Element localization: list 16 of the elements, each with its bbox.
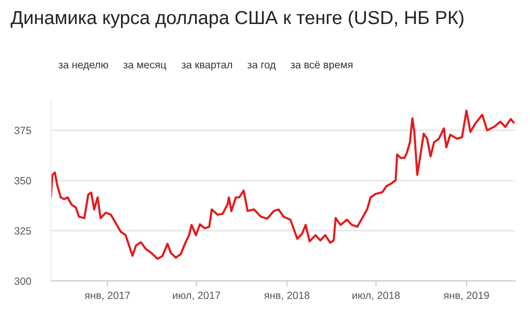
line-series bbox=[50, 110, 515, 260]
text: за неделю bbox=[58, 62, 108, 70]
text: за квартал bbox=[182, 62, 232, 70]
text: за год bbox=[247, 62, 276, 70]
text: за месяц bbox=[123, 62, 166, 70]
chart-title: Динамика курса доллара США к тенге (USD, НБ РК) bbox=[10, 10, 464, 28]
y-tick-label: 375 bbox=[14, 126, 31, 134]
y-tick-label: 325 bbox=[14, 227, 31, 235]
x-tick-label: янв, 2018 bbox=[264, 292, 310, 300]
y-tick-label: 300 bbox=[14, 277, 32, 285]
x-tick-label: июл, 2017 bbox=[172, 292, 220, 300]
y-tick-label: 350 bbox=[14, 177, 32, 184]
text: за всё время bbox=[290, 61, 352, 70]
x-tick-label: июл, 2018 bbox=[352, 292, 400, 300]
x-tick-label: янв, 2017 bbox=[84, 292, 130, 300]
x-tick-label: янв, 2019 bbox=[444, 292, 489, 300]
